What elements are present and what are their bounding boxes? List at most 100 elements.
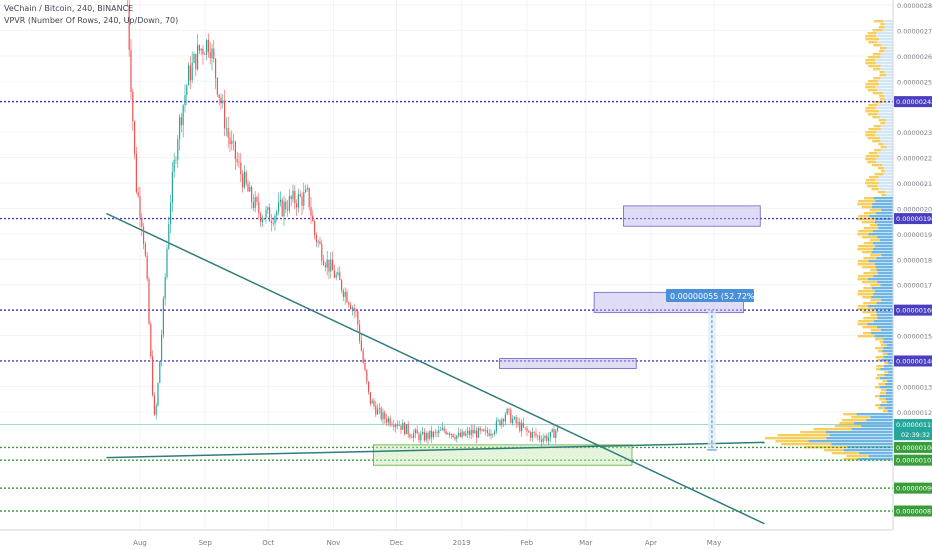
candle-body bbox=[416, 429, 418, 434]
volume-bar-up bbox=[777, 434, 830, 437]
volume-bar-up bbox=[868, 128, 881, 131]
candle-body bbox=[141, 217, 143, 227]
candle-body bbox=[268, 207, 271, 222]
volume-bar-up bbox=[880, 122, 886, 125]
candle-body bbox=[232, 140, 235, 142]
volume-bar-up bbox=[879, 398, 886, 401]
candle-body bbox=[414, 429, 416, 434]
volume-bar-down bbox=[878, 176, 893, 179]
candle-body bbox=[304, 189, 307, 193]
volume-bar-down bbox=[875, 134, 893, 137]
candle-body bbox=[324, 264, 326, 268]
volume-bar-up bbox=[863, 197, 874, 200]
volume-bar-up bbox=[857, 293, 874, 296]
candle-body bbox=[508, 408, 510, 410]
candle-body bbox=[142, 226, 145, 245]
volume-bar-down bbox=[886, 389, 893, 392]
volume-bar-down bbox=[876, 257, 893, 260]
candle-body bbox=[297, 194, 299, 208]
candle-body bbox=[501, 419, 503, 426]
candle-body bbox=[448, 433, 451, 436]
volume-bar-up bbox=[775, 440, 809, 443]
candle-body bbox=[490, 433, 492, 436]
candle-body bbox=[186, 85, 188, 96]
candle-body bbox=[207, 39, 209, 53]
candle-body bbox=[204, 54, 206, 55]
candle-body bbox=[425, 433, 427, 441]
candle-body bbox=[178, 117, 181, 140]
volume-bar-down bbox=[875, 221, 893, 224]
volume-bar-up bbox=[863, 317, 878, 320]
volume-bar-up bbox=[863, 302, 877, 305]
volume-bar-down bbox=[885, 122, 893, 125]
volume-bar-up bbox=[882, 380, 888, 383]
volume-bar-down bbox=[879, 377, 893, 380]
candle-body bbox=[547, 437, 550, 441]
candle-body bbox=[389, 418, 391, 425]
volume-bar-up bbox=[865, 59, 876, 62]
volume-bar-down bbox=[880, 128, 893, 131]
candle-body bbox=[153, 395, 155, 415]
volume-bar-down bbox=[880, 77, 893, 80]
candle-body bbox=[180, 117, 182, 126]
volume-bar-down bbox=[884, 50, 893, 53]
measure-label-bg bbox=[666, 289, 754, 302]
volume-bar-down bbox=[872, 242, 893, 245]
level-badge-2: 0.00000160 bbox=[896, 307, 932, 315]
candle-body bbox=[483, 429, 485, 432]
volume-bar-down bbox=[876, 161, 893, 164]
volume-bar-up bbox=[862, 296, 872, 299]
volume-bar-down bbox=[883, 347, 893, 350]
volume-bar-up bbox=[875, 338, 884, 341]
candle-body bbox=[285, 201, 287, 210]
candle-body bbox=[231, 140, 233, 145]
candle-body bbox=[493, 431, 496, 435]
volume-bar-down bbox=[884, 95, 893, 98]
volume-bar-down bbox=[866, 419, 893, 422]
candle-body bbox=[474, 430, 476, 434]
volume-bar-up bbox=[875, 377, 880, 380]
candle-body bbox=[220, 97, 222, 104]
volume-bar-down bbox=[861, 425, 893, 428]
volume-bar-up bbox=[857, 248, 873, 251]
candle-body bbox=[276, 211, 278, 216]
volume-bar-up bbox=[862, 266, 876, 269]
volume-bar-down bbox=[875, 107, 893, 110]
candle-body bbox=[362, 350, 364, 363]
candle-body bbox=[335, 274, 337, 278]
volume-bar-up bbox=[872, 53, 881, 56]
candle-body bbox=[236, 159, 238, 162]
volume-bar-up bbox=[868, 104, 878, 107]
volume-bar-down bbox=[886, 146, 893, 149]
candle-body bbox=[358, 324, 361, 341]
candle-body bbox=[196, 45, 199, 70]
candle-body bbox=[330, 259, 332, 272]
candle-body bbox=[360, 340, 362, 351]
volume-bar-down bbox=[887, 410, 893, 413]
candle-body bbox=[288, 196, 290, 211]
volume-bar-up bbox=[865, 83, 880, 86]
volume-bar-down bbox=[881, 44, 893, 47]
chart-legend: VeChain / Bitcoin, 240, BINANCE VPVR (Nu… bbox=[4, 3, 178, 27]
volume-bar-down bbox=[882, 29, 893, 32]
candle-body bbox=[378, 407, 380, 409]
candle-body bbox=[400, 425, 402, 430]
candle-body bbox=[150, 323, 152, 357]
volume-bar-up bbox=[884, 362, 889, 365]
time-tick-label: Oct bbox=[262, 539, 274, 547]
volume-bar-down bbox=[877, 236, 893, 239]
candle-body bbox=[168, 224, 170, 249]
candle-body bbox=[211, 48, 213, 59]
candle-body bbox=[429, 430, 431, 439]
volume-bar-up bbox=[857, 323, 868, 326]
candle-body bbox=[443, 428, 445, 432]
volume-bar-up bbox=[861, 206, 872, 209]
volume-bar-up bbox=[800, 431, 826, 434]
volume-bar-down bbox=[885, 170, 893, 173]
volume-bar-down bbox=[880, 65, 893, 68]
volume-bar-down bbox=[880, 53, 893, 56]
